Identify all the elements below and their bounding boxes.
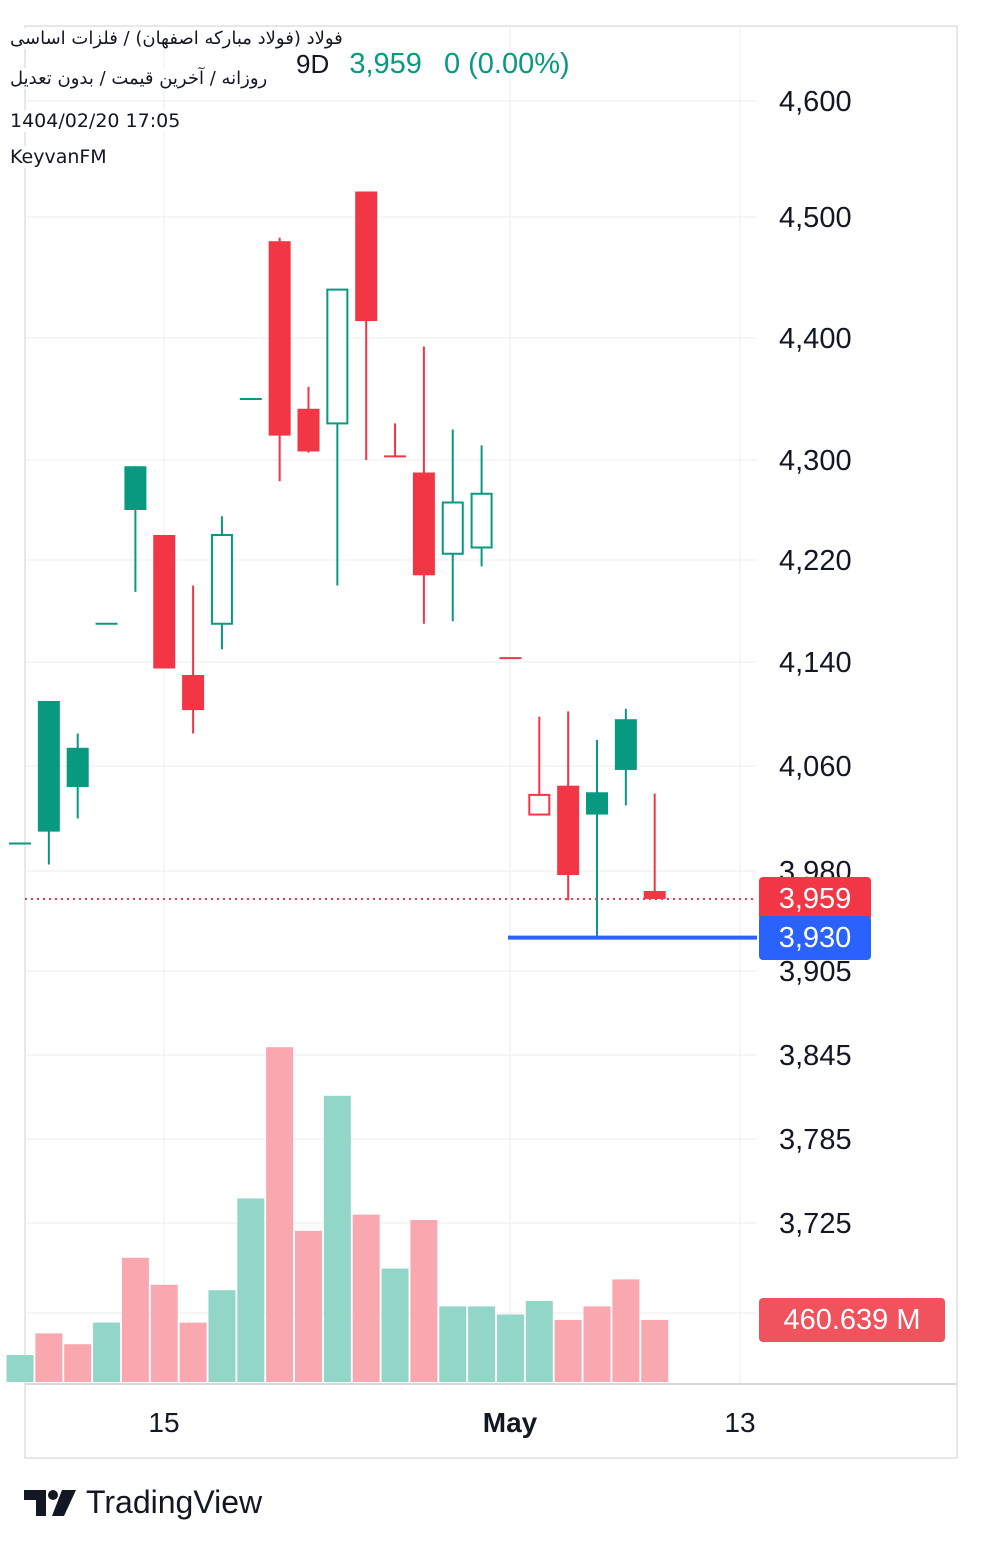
candle-body — [297, 408, 320, 452]
y-tick-label: 3,905 — [779, 956, 852, 988]
volume-bar — [439, 1306, 467, 1382]
chart-settings-subtitle: روزانه / آخرین قیمت / بدون تعدیل — [10, 68, 268, 89]
legend-change: 0 (0.00%) — [443, 48, 570, 80]
snapshot-datetime: 1404/02/20 17:05 — [10, 110, 181, 132]
volume-bar — [208, 1290, 236, 1382]
volume-bar — [121, 1257, 149, 1382]
candle[interactable] — [614, 708, 637, 806]
candle[interactable] — [66, 733, 89, 819]
volume-bar — [35, 1333, 63, 1382]
volume-bar — [237, 1198, 265, 1382]
volume-bar — [554, 1319, 582, 1382]
candle[interactable] — [182, 585, 205, 734]
volume-bar — [323, 1095, 351, 1382]
volume-bar — [468, 1306, 496, 1382]
candle-body — [470, 492, 493, 549]
candle[interactable] — [528, 716, 551, 816]
symbol-title: فولاد (فولاد مبارکه اصفهان) / فلزات اساس… — [10, 28, 343, 49]
candle-body — [412, 472, 435, 576]
volume-bar — [381, 1268, 409, 1382]
y-tick-label: 4,300 — [779, 445, 852, 477]
tradingview-icon — [24, 1489, 76, 1516]
x-tick-label: 13 — [724, 1407, 755, 1438]
candle-body — [210, 534, 233, 625]
candle[interactable] — [210, 516, 233, 650]
y-tick-label: 4,220 — [779, 545, 852, 577]
time-axis[interactable]: 15 May 13 — [148, 1407, 755, 1438]
volume-bar — [641, 1319, 669, 1382]
y-tick-label: 4,600 — [779, 86, 852, 118]
candle[interactable] — [297, 386, 320, 453]
candle[interactable] — [326, 288, 349, 586]
candle[interactable] — [153, 535, 176, 669]
tradingview-logo[interactable]: TradingView — [24, 1484, 262, 1521]
last-price-tag: 3,959 — [759, 877, 871, 921]
candle[interactable] — [557, 711, 580, 901]
candle[interactable] — [412, 346, 435, 624]
y-tick-label: 4,140 — [779, 647, 852, 679]
volume-bar — [150, 1284, 178, 1382]
volume-bars — [6, 1047, 669, 1382]
y-tick-label: 4,400 — [779, 323, 852, 355]
volume-bar — [352, 1214, 380, 1382]
candle-body — [182, 675, 205, 711]
y-tick-label: 4,500 — [779, 202, 852, 234]
candle[interactable] — [384, 423, 407, 458]
x-tick-label: May — [483, 1407, 538, 1438]
volume-bar — [6, 1355, 34, 1382]
volume-bar — [612, 1279, 640, 1382]
interval-label: 9D — [296, 49, 330, 79]
candle[interactable] — [268, 237, 291, 482]
candle-body — [557, 785, 580, 875]
volume-bar — [496, 1314, 524, 1382]
candle-body — [614, 719, 637, 770]
candle-body — [124, 466, 147, 510]
volume-bar — [583, 1306, 611, 1382]
y-tick-label: 3,845 — [779, 1040, 852, 1072]
grid — [25, 26, 757, 1384]
candle-body — [326, 288, 349, 425]
horizontal-line-price-tag[interactable]: 3,930 — [759, 915, 871, 960]
price-axis[interactable]: 4,6004,5004,4004,3004,2204,1404,0603,980… — [779, 86, 852, 1240]
candle[interactable] — [37, 701, 60, 865]
candle-body — [268, 241, 291, 436]
candle-body — [355, 191, 378, 322]
x-tick-label: 15 — [148, 1407, 179, 1438]
candle-body — [37, 701, 60, 832]
candle[interactable] — [441, 429, 464, 622]
chart-border — [24, 25, 958, 1459]
volume-bar — [93, 1322, 121, 1382]
legend-last-price: 3,959 — [349, 48, 422, 80]
candle[interactable] — [124, 466, 147, 592]
candle-body — [153, 535, 176, 669]
y-tick-label: 3,785 — [779, 1124, 852, 1156]
volume-bar — [266, 1047, 294, 1382]
candle[interactable] — [355, 191, 378, 460]
volume-bar — [64, 1344, 92, 1382]
y-tick-label: 3,725 — [779, 1208, 852, 1240]
candle-body — [66, 747, 89, 787]
candle[interactable] — [470, 445, 493, 567]
candle-body — [586, 792, 608, 815]
author-name: KeyvanFM — [10, 146, 107, 168]
volume-bar — [525, 1301, 553, 1382]
ohlc-legend: 9D 3,959 0 (0.00%) — [296, 48, 584, 81]
candle[interactable] — [586, 740, 608, 938]
candle[interactable] — [643, 793, 666, 899]
volume-value-tag: 460.639 M — [759, 1298, 945, 1342]
tradingview-brand: TradingView — [86, 1484, 263, 1520]
y-tick-label: 4,060 — [779, 751, 852, 783]
candle-body — [643, 891, 666, 899]
volume-bar — [410, 1220, 438, 1382]
candle-body — [528, 793, 551, 816]
volume-bar — [179, 1322, 207, 1382]
candle-body — [441, 501, 464, 555]
volume-bar — [295, 1230, 322, 1382]
candles[interactable] — [9, 191, 666, 938]
